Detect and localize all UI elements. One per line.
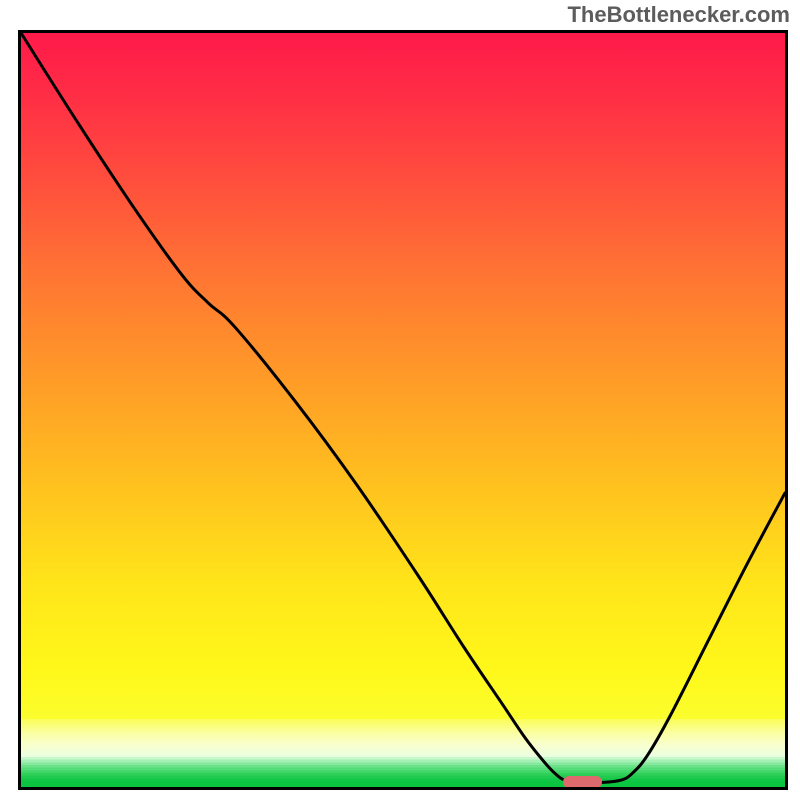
curve-svg xyxy=(21,33,785,787)
min-marker xyxy=(563,776,603,787)
curve-path xyxy=(21,33,785,783)
plot-area xyxy=(21,33,785,787)
watermark-text: TheBottlenecker.com xyxy=(567,2,790,28)
